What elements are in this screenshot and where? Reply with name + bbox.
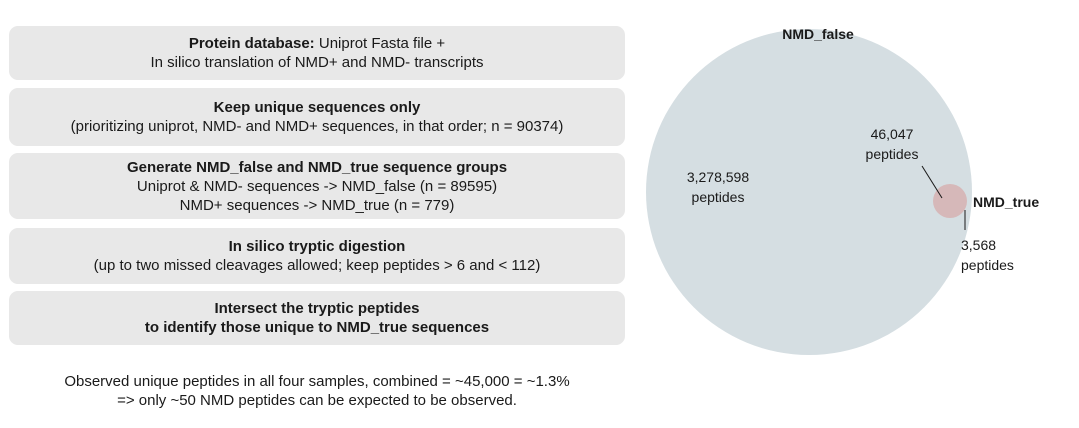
step-title-continued: to identify those unique to NMD_true seq… [144, 319, 490, 336]
step-protein-database: Protein database: Uniprot Fasta file + I… [9, 26, 625, 80]
overlap-unit: peptides [866, 146, 919, 162]
observation-note: Observed unique peptides in all four sam… [9, 372, 625, 410]
step-detail: (up to two missed cleavages allowed; kee… [93, 257, 541, 274]
step-detail: In silico translation of NMD+ and NMD- t… [150, 54, 484, 71]
nmd-true-label: NMD_true [973, 194, 1039, 210]
step-generate-groups: Generate NMD_false and NMD_true sequence… [9, 153, 625, 219]
step-intersect-peptides: Intersect the tryptic peptides to identi… [9, 291, 625, 345]
nmd-true-circle [933, 184, 967, 218]
overlap-leader-line [921, 165, 943, 199]
step-detail: Uniprot & NMD- sequences -> NMD_false (n… [136, 177, 498, 195]
step-detail: (prioritizing uniprot, NMD- and NMD+ seq… [70, 118, 564, 135]
step-keep-unique: Keep unique sequences only (prioritizing… [9, 88, 625, 146]
step-title: Intersect the tryptic peptides [214, 300, 420, 317]
nmd-true-unit: peptides [961, 257, 1014, 273]
nmd-false-unit: peptides [692, 189, 745, 205]
nmd-false-circle [646, 29, 972, 355]
step-title: In silico tryptic digestion [228, 238, 406, 255]
step-detail: NMD+ sequences -> NMD_true (n = 779) [179, 196, 455, 214]
step-title-line: Protein database: Uniprot Fasta file + [9, 34, 625, 53]
step-title-rest: Uniprot Fasta file + [314, 35, 446, 52]
nmd-false-count: 3,278,598 [687, 169, 749, 185]
note-line-2: => only ~50 NMD peptides can be expected… [117, 392, 517, 409]
step-tryptic-digestion: In silico tryptic digestion (up to two m… [9, 228, 625, 284]
note-line-1: Observed unique peptides in all four sam… [64, 373, 570, 390]
step-title: Keep unique sequences only [213, 99, 421, 116]
nmd-true-count: 3,568 [961, 237, 996, 253]
venn-diagram: NMD_false NMD_true 3,278,598 peptides 46… [646, 26, 1039, 355]
overlap-count: 46,047 [871, 126, 914, 142]
step-title: Protein database: [188, 35, 315, 52]
nmd-false-label: NMD_false [782, 26, 854, 42]
step-title: Generate NMD_false and NMD_true sequence… [126, 158, 508, 176]
